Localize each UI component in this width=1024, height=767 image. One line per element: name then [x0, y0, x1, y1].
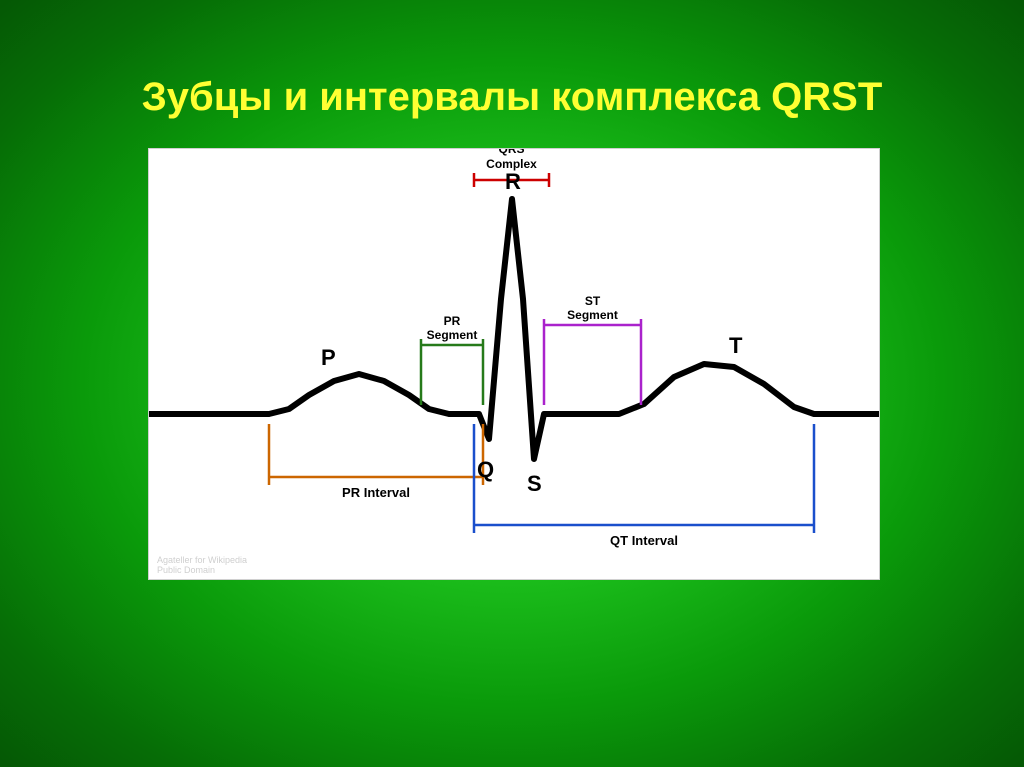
svg-text:PR Interval: PR Interval	[342, 485, 410, 500]
svg-text:QT Interval: QT Interval	[610, 533, 678, 548]
ecg-svg: QRSComplex PRSegment STSegment PR Interv…	[149, 149, 879, 579]
credit-line-2: Public Domain	[157, 565, 215, 575]
s-wave-label: S	[527, 471, 542, 496]
svg-text:Segment: Segment	[567, 308, 618, 322]
svg-text:QRS: QRS	[498, 149, 524, 156]
ecg-waveform	[149, 199, 879, 459]
pr-interval-bracket: PR Interval	[269, 424, 483, 500]
svg-text:Segment: Segment	[427, 328, 478, 342]
pr-segment-bracket: PRSegment	[421, 314, 483, 405]
p-wave-label: P	[321, 345, 336, 370]
qt-interval-bracket: QT Interval	[474, 424, 814, 548]
r-wave-label: R	[505, 169, 521, 194]
credit-line-1: Agateller for Wikipedia	[157, 555, 247, 565]
st-segment-bracket: STSegment	[544, 294, 641, 405]
q-wave-label: Q	[477, 457, 494, 482]
t-wave-label: T	[729, 333, 743, 358]
svg-text:ST: ST	[585, 294, 601, 308]
slide: Зубцы и интервалы комплекса QRST QRSComp…	[0, 0, 1024, 767]
slide-title: Зубцы и интервалы комплекса QRST	[0, 75, 1024, 120]
svg-text:PR: PR	[444, 314, 461, 328]
ecg-chart: QRSComplex PRSegment STSegment PR Interv…	[148, 148, 880, 580]
